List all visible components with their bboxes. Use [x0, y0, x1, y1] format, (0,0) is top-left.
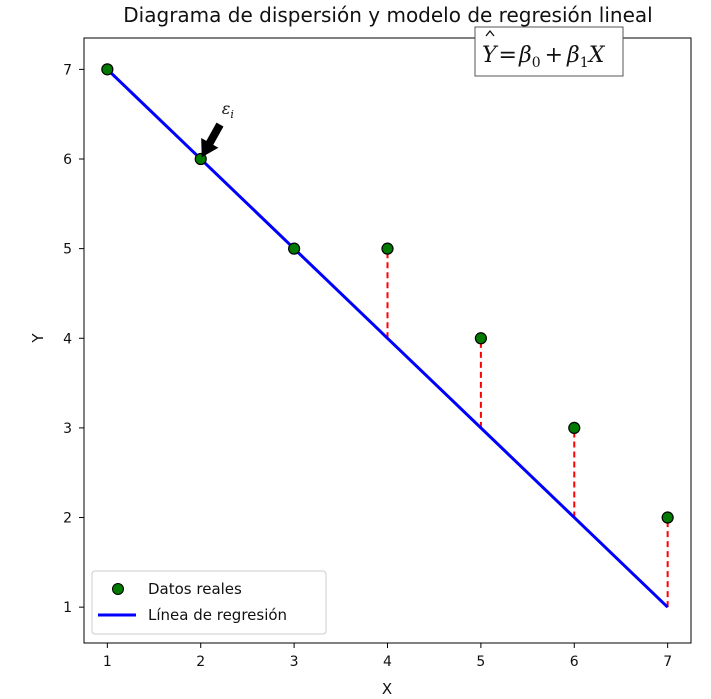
data-point [661, 511, 674, 524]
equation-beta1: β [566, 43, 580, 68]
equation-beta0: β [518, 43, 532, 68]
annotation-subscript: i [230, 108, 234, 121]
epsilon-annotation: εi [201, 99, 234, 158]
equation-hat-icon [485, 29, 495, 37]
y-axis-ticks: 1 2 3 4 5 6 7 [63, 62, 84, 616]
data-point [288, 242, 301, 255]
x-tick-label: 1 [103, 654, 112, 670]
y-axis-label: Y [29, 333, 47, 344]
data-point [194, 152, 207, 166]
plot-area [83, 37, 692, 644]
equation-equals: = [499, 43, 517, 68]
x-tick-label: 2 [196, 654, 205, 670]
x-tick-label: 5 [476, 654, 485, 670]
chart-title: Diagrama de dispersión y modelo de regre… [123, 3, 652, 27]
plot-frame [83, 37, 692, 644]
annotation-symbol: ε [222, 99, 231, 118]
equation-sub0: 0 [532, 55, 541, 71]
legend-marker-datos [112, 583, 124, 595]
annotation-arrow [201, 122, 224, 158]
annotation-label: εi [222, 99, 234, 121]
equation-box: Y=β0 + β1X [474, 26, 624, 77]
legend-label-datos: Datos reales [148, 580, 242, 598]
y-tick-label: 2 [63, 511, 72, 527]
residual-lines [386, 248, 669, 608]
y-tick-label: 5 [63, 242, 72, 258]
legend-frame [91, 570, 327, 635]
legend-label-linea: Línea de regresión [148, 606, 287, 624]
equation-yhat: Y [482, 43, 499, 68]
equation-sub1: 1 [580, 55, 589, 71]
x-tick-label: 3 [290, 654, 299, 670]
data-point [381, 242, 394, 255]
data-point [568, 421, 581, 434]
regression-line-layer [106, 68, 669, 609]
x-tick-label: 6 [570, 654, 579, 670]
legend: Datos reales Línea de regresión [91, 570, 327, 635]
equation-box-frame [474, 26, 624, 77]
data-points [101, 63, 674, 524]
data-point [101, 63, 114, 76]
equation-xvar: X [587, 43, 606, 68]
regression-line [106, 68, 669, 609]
data-point [474, 332, 487, 345]
y-tick-label: 1 [63, 600, 72, 616]
y-tick-label: 6 [63, 152, 72, 168]
x-axis-label: X [382, 680, 392, 698]
x-tick-label: 4 [383, 654, 392, 670]
y-tick-label: 7 [63, 62, 72, 78]
equation-plus: + [545, 43, 563, 68]
equation-text: Y=β0 + β1X [482, 43, 606, 71]
x-axis-ticks: 1 2 3 4 5 6 7 [103, 643, 672, 670]
y-tick-label: 4 [63, 331, 72, 347]
y-tick-label: 3 [63, 421, 72, 437]
x-tick-label: 7 [663, 654, 672, 670]
